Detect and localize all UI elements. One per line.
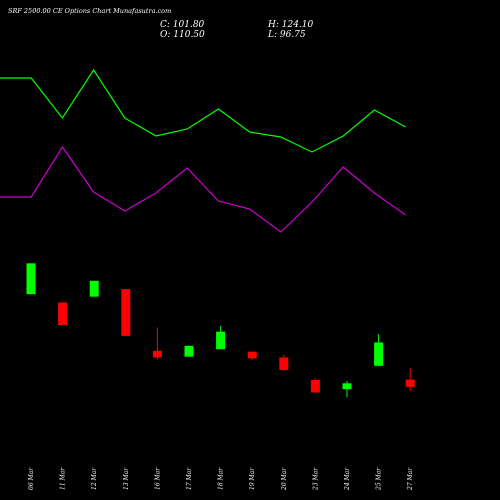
candle bbox=[121, 289, 131, 336]
candles bbox=[26, 263, 415, 398]
close-value: C: 101.80 bbox=[160, 20, 205, 30]
x-tick-label: 06 Mar bbox=[28, 467, 35, 490]
candle-body bbox=[279, 357, 289, 370]
candle bbox=[247, 351, 257, 360]
x-tick-label: 11 Mar bbox=[60, 467, 67, 490]
candle-body bbox=[89, 280, 99, 297]
x-tick-label: 27 Mar bbox=[407, 467, 414, 491]
candle bbox=[405, 368, 415, 392]
candle-body bbox=[26, 263, 36, 295]
candle-body bbox=[374, 342, 384, 366]
candle-body bbox=[216, 331, 226, 350]
candle-body bbox=[342, 383, 352, 390]
x-tick-label: 18 Mar bbox=[218, 467, 225, 490]
candle-body bbox=[184, 345, 194, 357]
candle-body bbox=[58, 302, 68, 325]
indicator-line-2 bbox=[0, 145, 406, 233]
high-value: H: 124.10 bbox=[268, 20, 314, 30]
candle bbox=[58, 302, 68, 325]
x-tick-label: 24 Mar bbox=[344, 467, 351, 491]
low-value: L: 96.75 bbox=[268, 30, 306, 40]
candle bbox=[374, 334, 384, 366]
open-value: O: 110.50 bbox=[160, 30, 205, 40]
x-tick-label: 20 Mar bbox=[281, 467, 288, 491]
indicator-line-1 bbox=[0, 68, 406, 153]
candle-body bbox=[247, 351, 257, 359]
candle-body bbox=[405, 379, 415, 387]
candle bbox=[152, 327, 162, 360]
x-tick-label: 17 Mar bbox=[186, 467, 193, 490]
x-tick-label: 19 Mar bbox=[249, 467, 256, 490]
candle-body bbox=[121, 289, 131, 336]
chart-title: SRF 2500.00 CE Options Chart Munafasutra… bbox=[8, 7, 172, 15]
x-tick-label: 25 Mar bbox=[376, 467, 383, 491]
indicator-lines bbox=[0, 68, 406, 233]
candle-body bbox=[152, 350, 162, 358]
x-tick-label: 16 Mar bbox=[154, 467, 161, 490]
candle-body bbox=[310, 380, 320, 393]
x-tick-label: 12 Mar bbox=[91, 467, 98, 490]
candle bbox=[89, 280, 99, 297]
candle bbox=[279, 355, 289, 371]
candle bbox=[342, 380, 352, 398]
x-tick-label: 23 Mar bbox=[312, 467, 319, 491]
candle bbox=[310, 378, 320, 394]
candle bbox=[216, 325, 226, 350]
candle bbox=[184, 345, 194, 357]
x-tick-label: 13 Mar bbox=[123, 467, 130, 490]
x-axis-ticks: 06 Mar 11 Mar 12 Mar 13 Mar 16 Mar 17 Mar 18 M… bbox=[28, 467, 414, 491]
candle bbox=[26, 263, 36, 295]
